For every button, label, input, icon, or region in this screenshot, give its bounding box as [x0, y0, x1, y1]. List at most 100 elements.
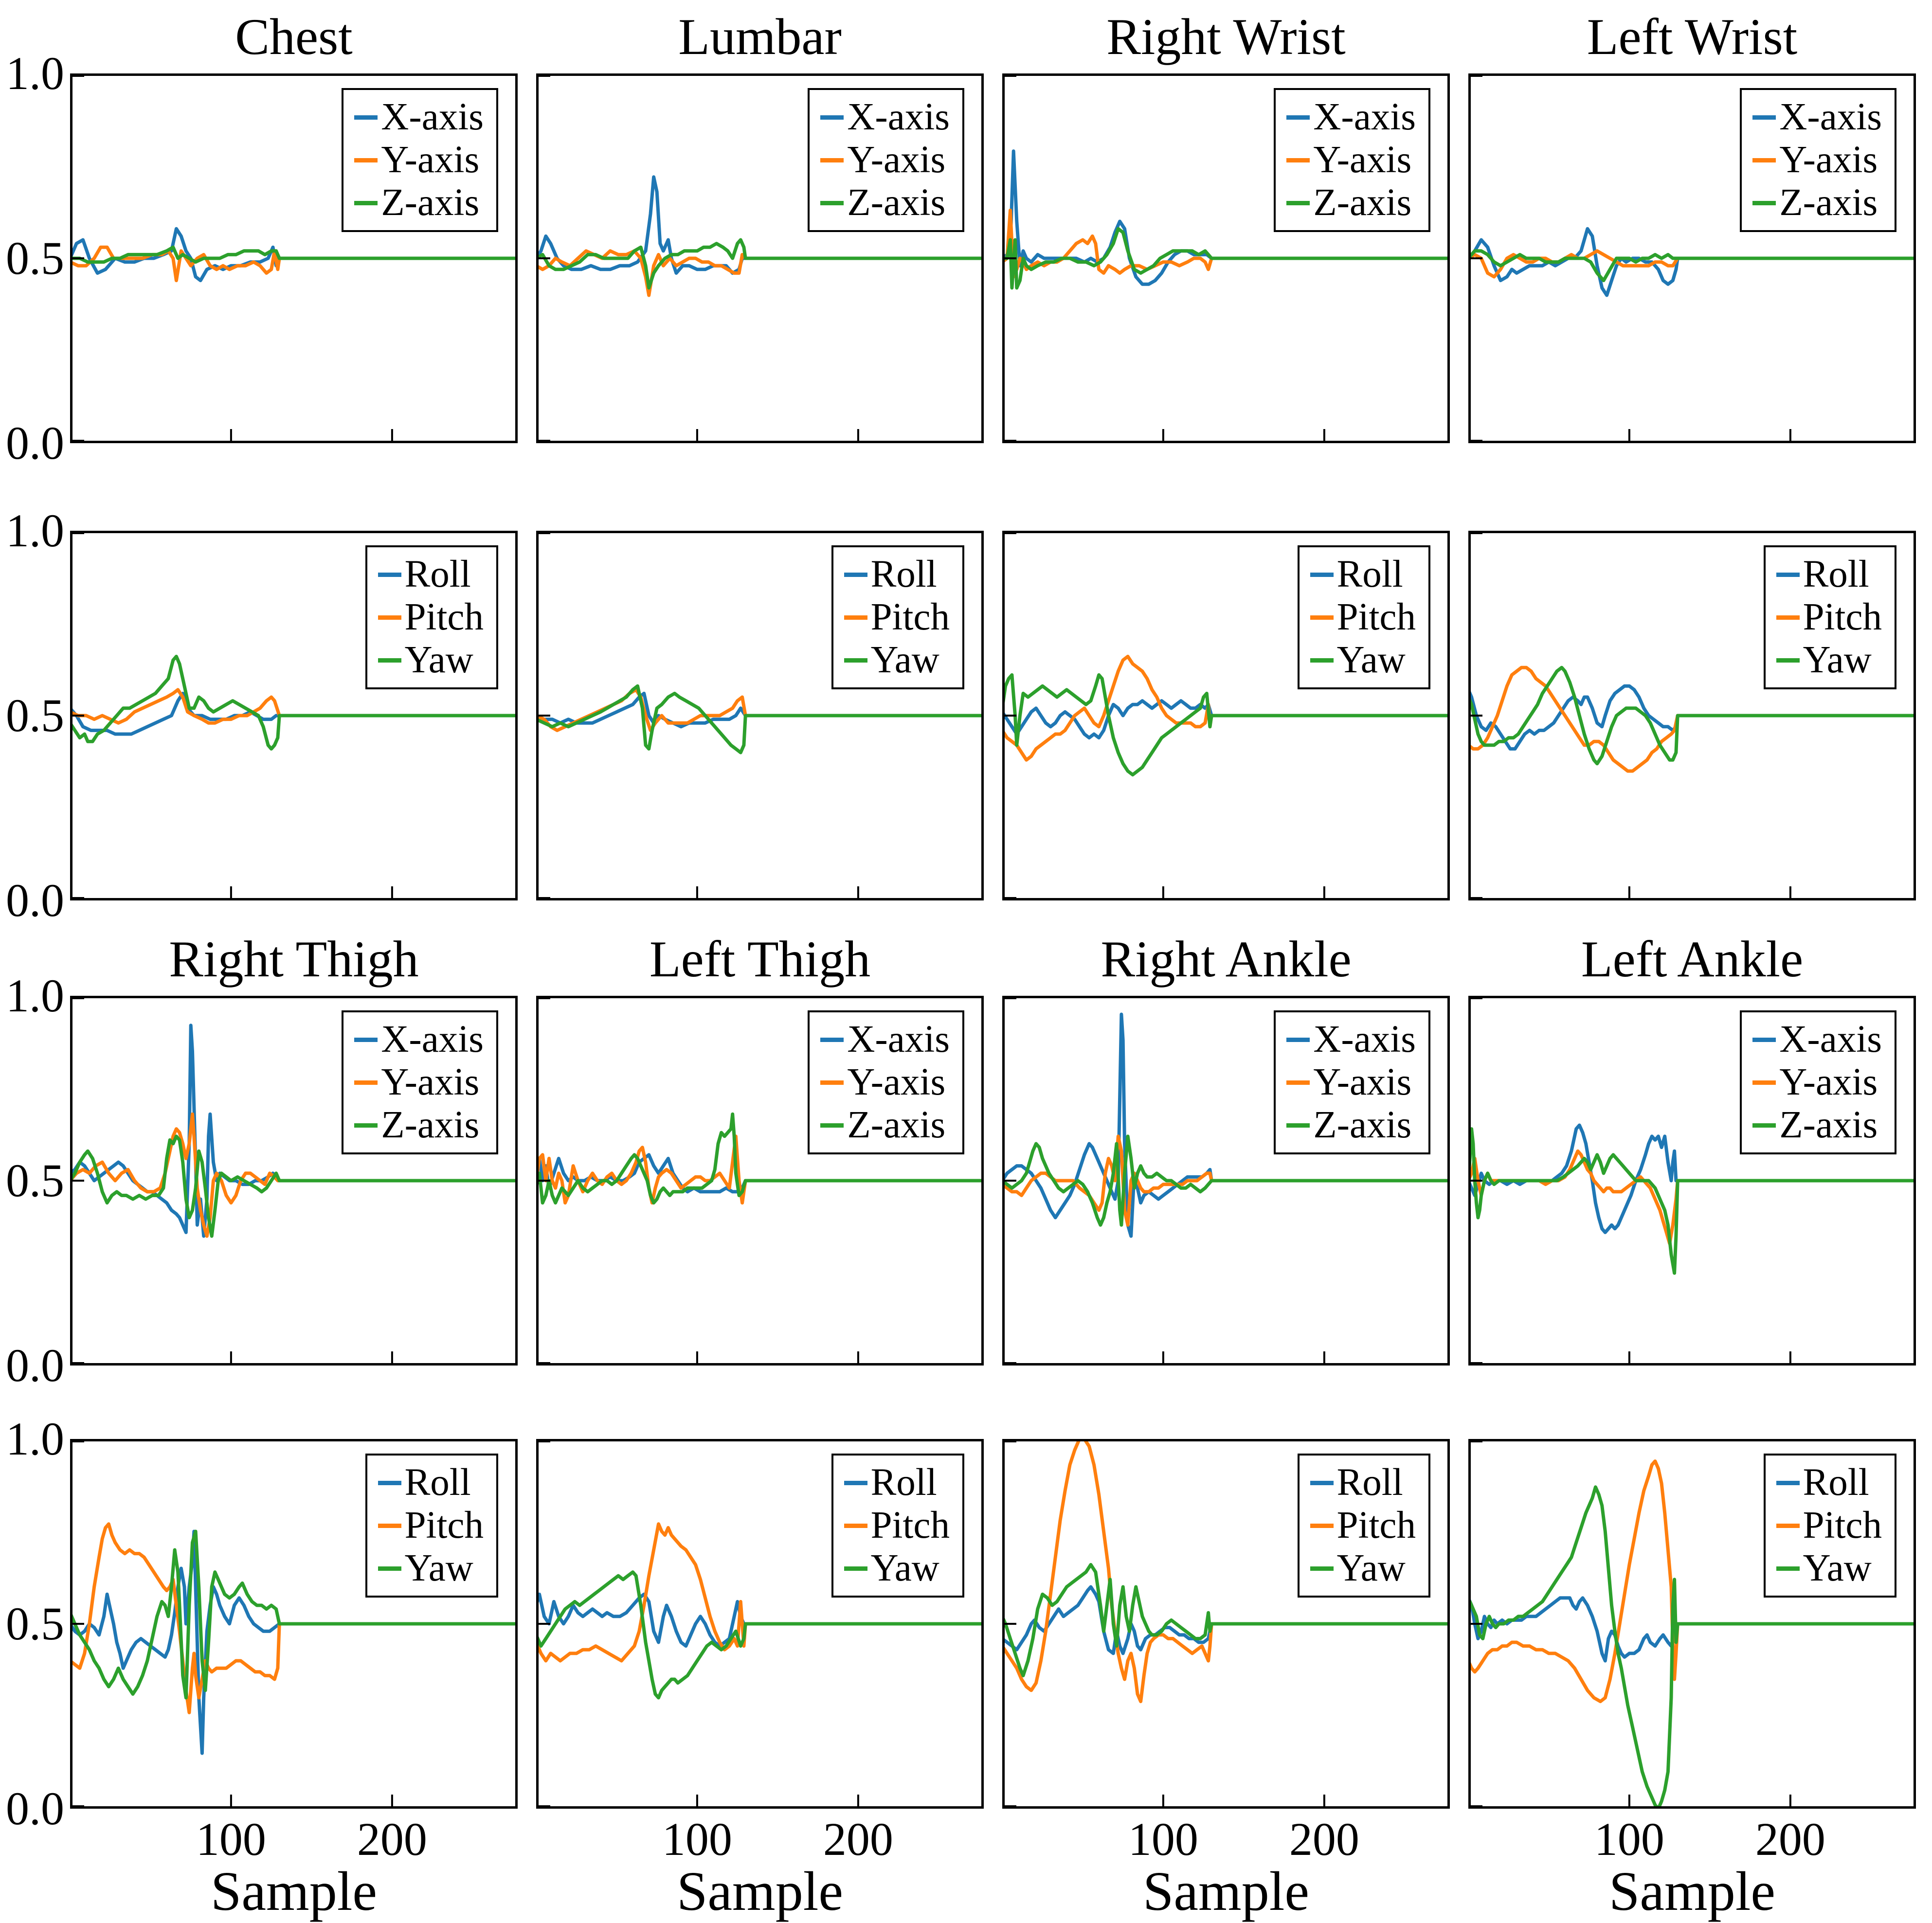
- chest-gyro-legend: Roll Pitch Yaw: [365, 545, 498, 689]
- right-wrist-accel-plot-area: [1002, 73, 1450, 443]
- plot-frame: [536, 1439, 984, 1809]
- lumbar-gyro-legend-entry-roll: Roll: [844, 553, 950, 596]
- x-axis-line-swatch-icon: [1286, 115, 1310, 120]
- left-ankle-gyro-legend-entry-pitch: Pitch: [1776, 1504, 1882, 1547]
- right-wrist-gyro-legend-entry-pitch: Pitch: [1310, 596, 1416, 639]
- right-thigh-accel-legend: X-axis Y-axis Z-axis: [342, 1010, 498, 1154]
- chest-accel-plot-area: [70, 73, 518, 443]
- left-wrist-gyro-legend-entry-roll: Roll: [1776, 553, 1882, 596]
- y-tick-label-row3-0.5: 0.5: [6, 1598, 64, 1650]
- right-wrist-gyro-pitch-line: [1002, 654, 1450, 762]
- lumbar-gyro-plot-area: [536, 531, 984, 900]
- y-axis-line-swatch-icon: [354, 158, 378, 162]
- legend-label: Z-axis: [1313, 181, 1412, 224]
- right-wrist-accel-title: Right Wrist: [1106, 8, 1346, 65]
- z-axis-line-swatch-icon: [1752, 200, 1776, 205]
- chest-accel-legend-entry-x-axis: X-axis: [354, 96, 484, 139]
- x-axis-label-col2: Sample: [1143, 1860, 1309, 1922]
- left-thigh-gyro-legend: Roll Pitch Yaw: [831, 1454, 964, 1598]
- legend-label: Roll: [404, 553, 471, 595]
- right-wrist-accel-legend-entry-x-axis: X-axis: [1286, 96, 1416, 139]
- legend-label: X-axis: [847, 1018, 950, 1060]
- plot-frame: [1468, 531, 1916, 900]
- chest-accel-y-axis-line: [70, 245, 518, 283]
- legend-label: Z-axis: [847, 181, 946, 224]
- plot-frame: [70, 531, 518, 900]
- legend-label: X-axis: [847, 96, 950, 138]
- roll-line-swatch-icon: [844, 1480, 867, 1485]
- right-thigh-gyro-roll-line: [70, 1529, 518, 1755]
- legend-label: Y-axis: [1779, 1061, 1878, 1103]
- y-axis-line-swatch-icon: [820, 158, 844, 162]
- pitch-line-swatch-icon: [844, 1523, 867, 1528]
- right-ankle-accel-legend-entry-z-axis: Z-axis: [1286, 1104, 1416, 1147]
- yaw-line-swatch-icon: [378, 1566, 401, 1571]
- legend-label: Roll: [1336, 553, 1403, 595]
- chest-gyro-pitch-line: [70, 688, 518, 725]
- chest-gyro-yaw-line: [70, 654, 518, 751]
- lumbar-gyro-legend-entry-pitch: Pitch: [844, 596, 950, 639]
- right-thigh-gyro-legend: Roll Pitch Yaw: [365, 1454, 498, 1598]
- right-ankle-gyro-legend: Roll Pitch Yaw: [1297, 1454, 1430, 1598]
- legend-label: Yaw: [870, 639, 939, 681]
- left-thigh-gyro-pitch-line: [536, 1522, 984, 1663]
- roll-line-swatch-icon: [1310, 572, 1334, 577]
- left-thigh-accel-z-axis-line: [536, 1112, 984, 1205]
- legend-label: Yaw: [1803, 1547, 1872, 1589]
- right-thigh-accel-title: Right Thigh: [169, 931, 419, 988]
- left-wrist-accel-legend: X-axis Y-axis Z-axis: [1740, 88, 1896, 232]
- left-wrist-accel-x-axis-line: [1468, 227, 1916, 297]
- left-ankle-accel-legend-entry-y-axis: Y-axis: [1752, 1061, 1882, 1104]
- right-wrist-gyro-yaw-line: [1002, 673, 1450, 777]
- z-axis-line-swatch-icon: [1752, 1123, 1776, 1128]
- right-ankle-gyro-yaw-line: [1002, 1563, 1450, 1677]
- y-axis-line-swatch-icon: [1752, 158, 1776, 162]
- legend-label: Pitch: [404, 1504, 484, 1546]
- lumbar-accel-title: Lumbar: [678, 8, 842, 65]
- left-ankle-accel-legend: X-axis Y-axis Z-axis: [1740, 1010, 1896, 1154]
- right-ankle-accel-x-axis-line: [1002, 1012, 1450, 1238]
- right-thigh-accel-y-axis-line: [70, 1112, 518, 1238]
- legend-label: Pitch: [1803, 1504, 1882, 1546]
- right-wrist-accel-legend-entry-z-axis: Z-axis: [1286, 181, 1416, 224]
- legend-label: Z-axis: [847, 1104, 946, 1146]
- left-wrist-accel-z-axis-line: [1468, 249, 1916, 283]
- legend-label: Roll: [1336, 1461, 1403, 1504]
- legend-label: Pitch: [404, 596, 484, 638]
- pitch-line-swatch-icon: [844, 615, 867, 620]
- left-wrist-accel-plot-area: [1468, 73, 1916, 443]
- plot-frame: [70, 1439, 518, 1809]
- legend-label: Z-axis: [1313, 1104, 1412, 1146]
- roll-line-swatch-icon: [378, 1480, 401, 1485]
- lumbar-gyro-legend: Roll Pitch Yaw: [831, 545, 964, 689]
- left-thigh-accel-x-axis-line: [536, 1153, 984, 1194]
- legend-label: Pitch: [870, 596, 950, 638]
- left-wrist-accel-title: Left Wrist: [1587, 8, 1798, 65]
- right-thigh-gyro-legend-entry-roll: Roll: [378, 1461, 484, 1504]
- x-tick-label-col0-200: 200: [357, 1813, 427, 1865]
- right-ankle-accel-plot-area: [1002, 996, 1450, 1366]
- z-axis-line-swatch-icon: [354, 1123, 378, 1128]
- left-ankle-accel-plot-area: [1468, 996, 1916, 1366]
- right-ankle-accel-legend-entry-x-axis: X-axis: [1286, 1018, 1416, 1061]
- left-thigh-gyro-yaw-line: [536, 1570, 984, 1700]
- pitch-line-swatch-icon: [378, 615, 401, 620]
- left-thigh-gyro-legend-entry-roll: Roll: [844, 1461, 950, 1504]
- right-thigh-gyro-yaw-line: [70, 1529, 518, 1700]
- x-tick-label-col3-200: 200: [1755, 1813, 1825, 1865]
- x-axis-line-swatch-icon: [1752, 115, 1776, 120]
- right-ankle-gyro-roll-line: [1002, 1585, 1450, 1655]
- x-tick-label-col2-100: 100: [1128, 1813, 1198, 1865]
- legend-label: Z-axis: [1779, 181, 1878, 224]
- plot-frame: [1002, 1439, 1450, 1809]
- legend-label: Yaw: [1336, 639, 1406, 681]
- lumbar-accel-legend-entry-x-axis: X-axis: [820, 96, 950, 139]
- left-wrist-accel-y-axis-line: [1468, 249, 1916, 279]
- lumbar-accel-legend-entry-z-axis: Z-axis: [820, 181, 950, 224]
- x-axis-line-swatch-icon: [1752, 1037, 1776, 1042]
- legend-label: X-axis: [1779, 1018, 1882, 1060]
- left-ankle-gyro-plot-area: [1468, 1439, 1916, 1809]
- left-ankle-gyro-legend: Roll Pitch Yaw: [1763, 1454, 1896, 1598]
- legend-label: X-axis: [381, 96, 484, 138]
